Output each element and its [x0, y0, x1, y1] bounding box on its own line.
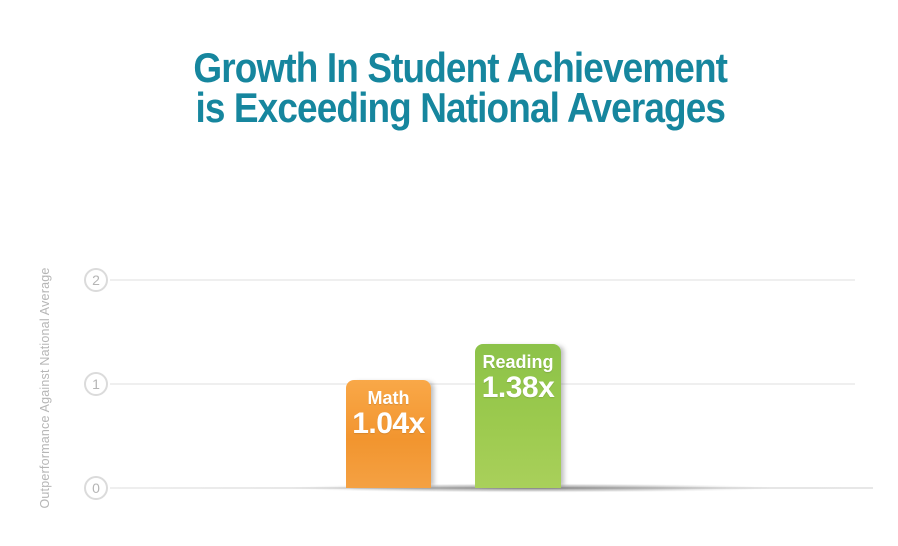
bar-math-label: Math — [367, 388, 410, 408]
chart-title-line2: is Exceeding National Averages — [195, 84, 725, 131]
gridline — [110, 279, 855, 281]
chart-title: Growth In Student Achievement is Exceedi… — [22, 47, 898, 131]
bar-reading: Reading 1.38x — [475, 344, 561, 488]
y-tick-2: 2 — [84, 268, 108, 292]
y-axis-label: Outperformance Against National Average — [38, 267, 52, 509]
y-tick-1: 1 — [84, 372, 108, 396]
bar-reading-label: Reading — [482, 352, 554, 372]
bar-math-value: 1.04x — [352, 407, 425, 440]
bar-reading-value: 1.38x — [481, 371, 555, 404]
chart-title-line1: Growth In Student Achievement — [193, 44, 728, 91]
bar-math: Math 1.04x — [346, 380, 431, 488]
chart-title-text: Growth In Student Achievement is Exceedi… — [193, 47, 728, 131]
y-tick-0: 0 — [84, 476, 108, 500]
